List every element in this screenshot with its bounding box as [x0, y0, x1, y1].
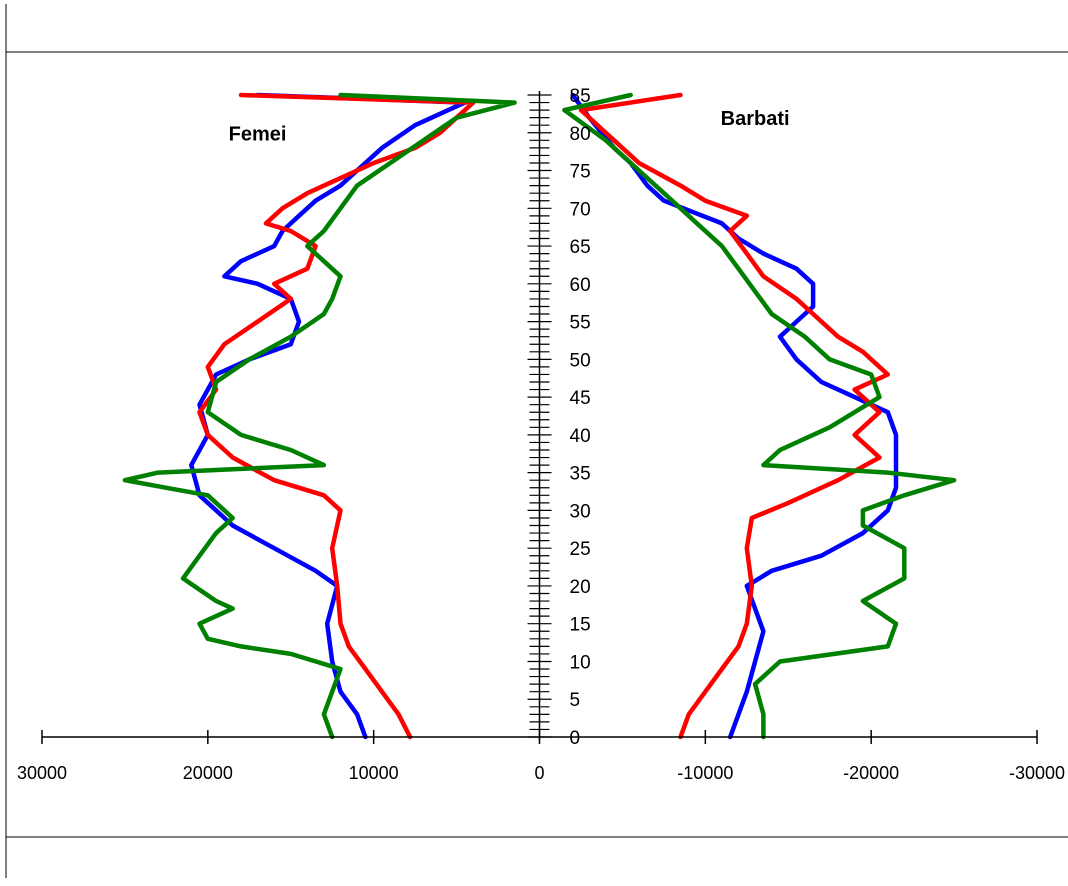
y-tick-label: 0	[570, 728, 581, 749]
y-tick-label: 70	[570, 199, 591, 220]
y-tick-label: 20	[570, 577, 591, 598]
y-tick-label: 5	[570, 690, 581, 711]
y-tick-label: 85	[570, 86, 591, 107]
x-tick-label: 30000	[17, 763, 67, 783]
axis-layer: 30000 20000 10000 0 -10000 -20000 -30000 0 5 10 15…	[17, 86, 1065, 783]
series-line-right-red	[578, 92, 891, 740]
y-tick-label: 75	[570, 162, 591, 183]
y-tick-label: 50	[570, 350, 591, 371]
y-tick-label: 65	[570, 237, 591, 258]
y-tick-label: 25	[570, 539, 591, 560]
series-layer	[122, 92, 957, 740]
y-tick-label: 10	[570, 652, 591, 673]
annotation-barbati: Barbati	[721, 108, 790, 130]
x-tick-label: -20000	[843, 763, 899, 783]
y-tick-label: 30	[570, 501, 591, 522]
y-tick-label: 60	[570, 275, 591, 296]
x-tick-label: -10000	[677, 763, 733, 783]
x-tick-label: -30000	[1009, 763, 1065, 783]
series-line-left-red	[197, 92, 476, 740]
x-tick-label: 20000	[183, 763, 233, 783]
x-tick-label: 0	[534, 763, 544, 783]
y-tick-label: 55	[570, 313, 591, 334]
y-tick-label: 40	[570, 426, 591, 447]
y-tick-label: 80	[570, 124, 591, 145]
y-tick-label: 45	[570, 388, 591, 409]
annotation-femei: Femei	[229, 123, 287, 145]
x-tick-label: 10000	[349, 763, 399, 783]
y-tick-label: 15	[570, 615, 591, 636]
y-tick-label: 35	[570, 464, 591, 485]
series-line-left-green	[122, 92, 517, 740]
series-line-right-green	[562, 92, 957, 740]
